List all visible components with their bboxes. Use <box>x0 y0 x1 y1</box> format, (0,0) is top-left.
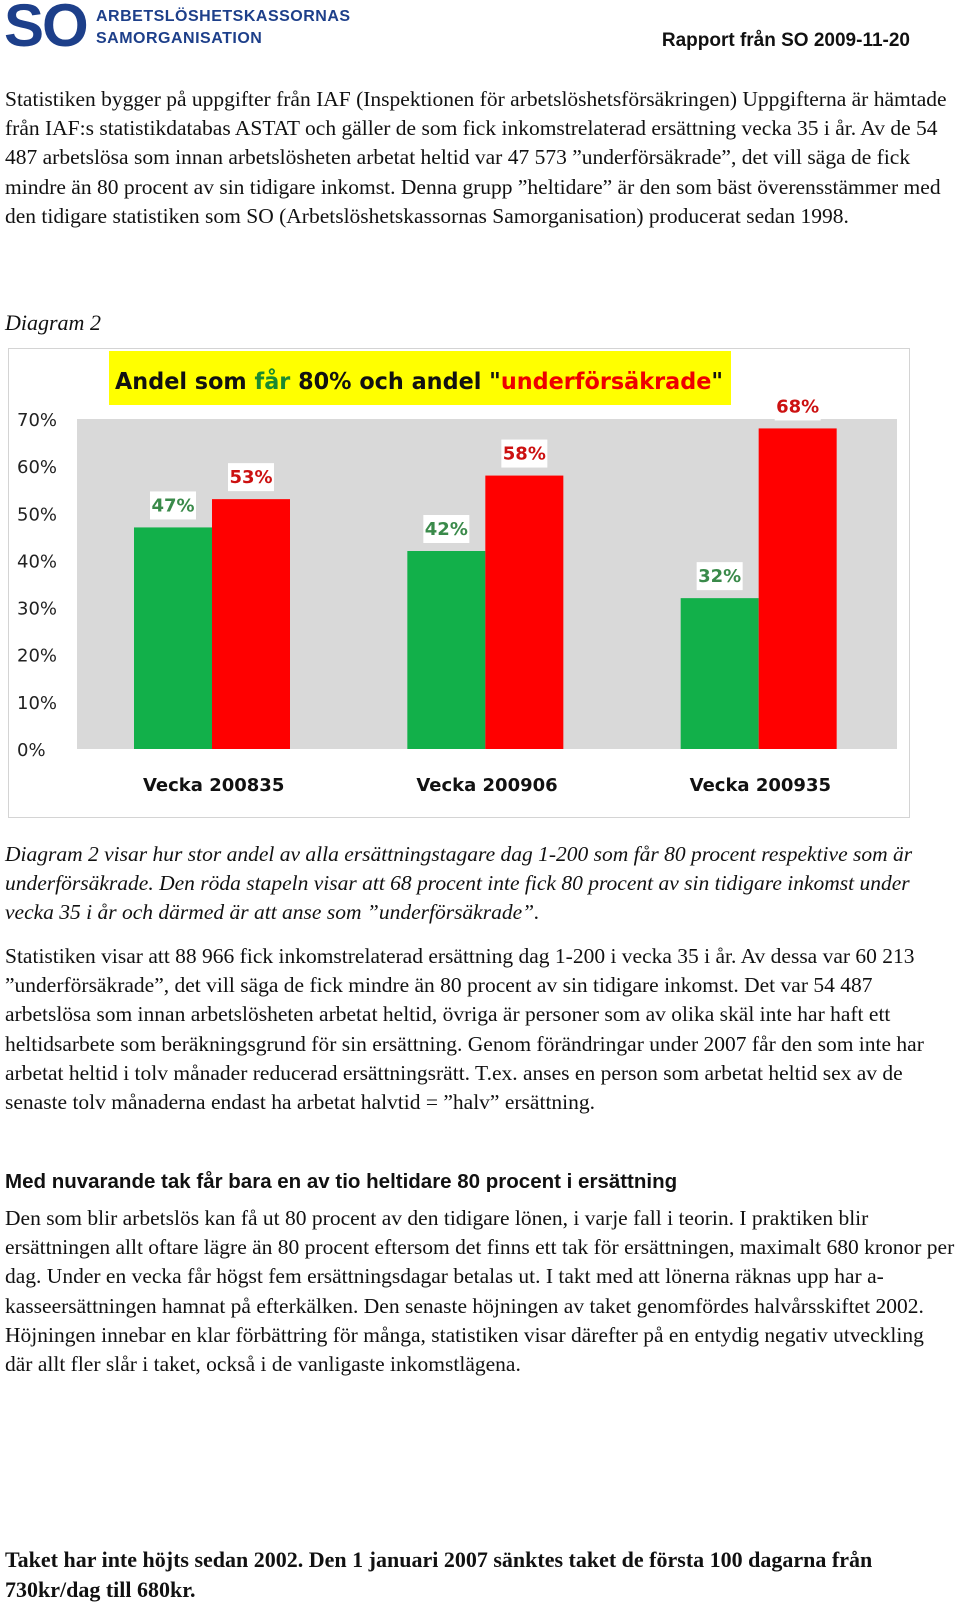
bar <box>407 551 486 749</box>
bar <box>485 475 564 749</box>
category-label: Vecka 200906 <box>416 775 557 796</box>
data-label: 53% <box>229 467 272 488</box>
report-date: Rapport från SO 2009-11-20 <box>661 30 910 51</box>
data-label-background <box>150 491 196 520</box>
chart-title-highlight <box>109 351 731 405</box>
chart-title-part: " <box>711 369 723 395</box>
data-label: 68% <box>776 396 819 417</box>
y-tick-label: 10% <box>17 693 57 714</box>
bar <box>212 499 290 749</box>
y-tick-label: 40% <box>17 551 57 572</box>
bar-chart: 0% 10% 20% 30% 40% 50% 60% 70% 47% 53% Vecka 20083… <box>8 348 910 818</box>
y-tick-label: 70% <box>17 410 57 431</box>
diagram-label: Diagram 2 <box>5 310 101 335</box>
statistics-paragraph: Statistiken visar att 88 966 fick inkoms… <box>5 944 924 1115</box>
data-label-background <box>696 562 743 591</box>
chart-title-part: får <box>254 368 290 395</box>
section-heading: Med nuvarande tak får bara en av tio hel… <box>5 1170 678 1193</box>
category-label: Vecka 200835 <box>143 775 284 796</box>
organisation-name: ARBETSLÖSHETSKASSORNAS SAMORGANISATION <box>96 6 351 50</box>
category-label: Vecka 200935 <box>690 775 831 796</box>
data-label: 32% <box>698 566 741 587</box>
data-label: 42% <box>425 519 468 540</box>
bar <box>680 598 759 749</box>
y-tick-label: 50% <box>17 504 57 525</box>
chart-title: Andel som får 80% och andel "underförsäk… <box>115 368 723 395</box>
data-label-background <box>774 392 821 421</box>
bar-chart-svg: 0% 10% 20% 30% 40% 50% 60% 70% 47% 53% Vecka 20083… <box>17 351 897 796</box>
y-tick-label: 20% <box>17 646 57 667</box>
chart-title-part: Andel som <box>115 369 254 395</box>
organisation-name-line1: ARBETSLÖSHETSKASSORNAS <box>96 8 351 25</box>
y-tick-label: 30% <box>17 599 57 620</box>
data-label: 58% <box>503 444 546 465</box>
chart-title-part: 80% och andel " <box>290 369 501 395</box>
conclusion-paragraph: Taket har inte höjts sedan 2002. Den 1 j… <box>5 1547 873 1602</box>
y-tick-label: 60% <box>17 457 57 478</box>
ceiling-paragraph: Den som blir arbetslös kan få ut 80 proc… <box>5 1206 955 1377</box>
chart-title-part: underförsäkrade <box>501 369 712 395</box>
so-logo: SO <box>4 0 89 59</box>
data-label-background <box>501 439 548 468</box>
y-tick-label: 0% <box>17 740 46 761</box>
bar <box>134 527 212 749</box>
data-label-background <box>228 463 274 492</box>
intro-paragraph: Statistiken bygger på uppgifter från IAF… <box>5 87 947 228</box>
diagram-caption: Diagram 2 visar hur stor andel av alla e… <box>5 842 913 925</box>
page-header: SO ARBETSLÖSHETSKASSORNAS SAMORGANISATIO… <box>0 0 960 60</box>
organisation-name-line2: SAMORGANISATION <box>96 30 263 47</box>
bar <box>758 428 837 749</box>
data-label: 47% <box>151 495 194 516</box>
data-label-background <box>423 515 470 543</box>
